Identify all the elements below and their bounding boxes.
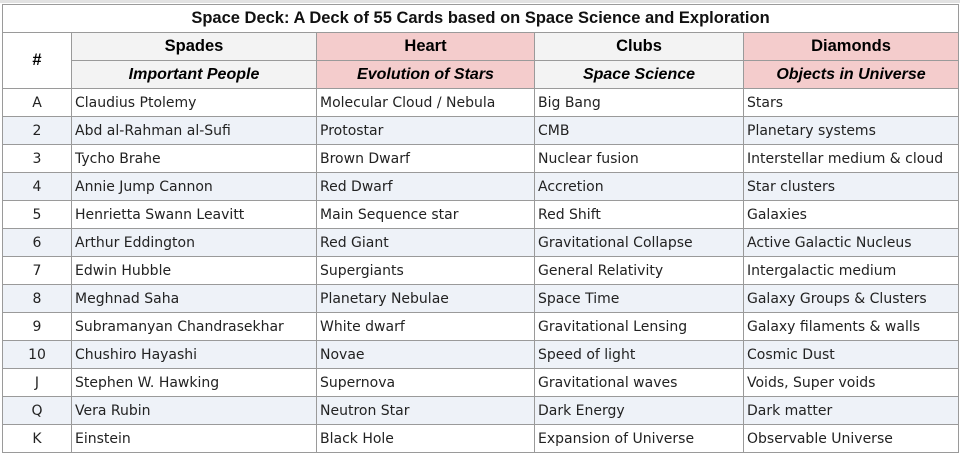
- cell-diamonds[interactable]: Planetary systems: [742, 116, 960, 145]
- suit-header-row: # Spades Heart Clubs Diamonds: [2, 32, 960, 89]
- cell-heart[interactable]: Novae: [316, 340, 535, 369]
- cell-spades[interactable]: Arthur Eddington: [71, 228, 317, 257]
- category-header-spades[interactable]: Important People: [71, 60, 317, 89]
- category-header-row: Important People Evolution of Stars Spac…: [3, 60, 960, 89]
- rank-cell[interactable]: Q: [2, 396, 72, 425]
- rank-cell[interactable]: 8: [2, 284, 72, 313]
- table-row: Q Vera Rubin Neutron Star Dark Energy Dark m…: [2, 396, 960, 425]
- suit-header-spades[interactable]: Spades: [71, 32, 317, 61]
- cell-clubs[interactable]: Gravitational Lensing: [534, 312, 744, 341]
- table-row: 3 Tycho Brahe Brown Dwarf Nuclear fusion Int…: [2, 144, 960, 173]
- cell-spades[interactable]: Abd al-Rahman al-Sufi: [71, 116, 317, 145]
- cell-clubs[interactable]: Expansion of Universe: [534, 424, 744, 453]
- table-row: A Claudius Ptolemy Molecular Cloud / Nebul…: [2, 88, 960, 117]
- rank-cell[interactable]: 3: [2, 144, 72, 173]
- suit-header-heart[interactable]: Heart: [316, 32, 535, 61]
- cell-clubs[interactable]: CMB: [534, 116, 744, 145]
- cell-spades[interactable]: Meghnad Saha: [71, 284, 317, 313]
- table-body: A Claudius Ptolemy Molecular Cloud / Nebul…: [2, 88, 960, 453]
- category-header-diamonds[interactable]: Objects in Universe: [742, 60, 960, 89]
- cell-spades[interactable]: Einstein: [71, 424, 317, 453]
- cell-clubs[interactable]: Big Bang: [534, 88, 744, 117]
- table-row: 7 Edwin Hubble Supergiants General Relativi…: [2, 256, 960, 285]
- table-row: K Einstein Black Hole Expansion of Universe…: [2, 424, 960, 453]
- table-row: 2 Abd al-Rahman al-Sufi Protostar CMB Planet…: [2, 116, 960, 145]
- table-title[interactable]: Space Deck: A Deck of 55 Cards based on …: [1, 4, 960, 33]
- cell-spades[interactable]: Edwin Hubble: [71, 256, 317, 285]
- cell-diamonds[interactable]: Galaxy filaments & walls: [742, 312, 960, 341]
- cell-heart[interactable]: Planetary Nebulae: [316, 284, 535, 313]
- cell-diamonds[interactable]: Interstellar medium & cloud: [742, 144, 960, 173]
- cell-heart[interactable]: Brown Dwarf: [316, 144, 535, 173]
- cell-diamonds[interactable]: Active Galactic Nucleus: [742, 228, 960, 257]
- cell-diamonds[interactable]: Dark matter: [742, 396, 960, 425]
- cell-heart[interactable]: Molecular Cloud / Nebula: [316, 88, 535, 117]
- cell-spades[interactable]: Annie Jump Cannon: [71, 172, 317, 201]
- cell-diamonds[interactable]: Cosmic Dust: [742, 340, 960, 369]
- cell-diamonds[interactable]: Galaxy Groups & Clusters: [742, 284, 960, 313]
- rank-cell[interactable]: A: [2, 88, 72, 117]
- rank-column-header[interactable]: #: [2, 32, 72, 89]
- table-row: 9 Subramanyan Chandrasekhar White dwarf Gra…: [2, 312, 960, 341]
- cell-heart[interactable]: Red Giant: [316, 228, 535, 257]
- cell-spades[interactable]: Vera Rubin: [71, 396, 317, 425]
- rank-cell[interactable]: 10: [2, 340, 72, 369]
- rank-cell[interactable]: 6: [2, 228, 72, 257]
- cell-spades[interactable]: Subramanyan Chandrasekhar: [71, 312, 317, 341]
- table-row: J Stephen W. Hawking Supernova Gravitationa…: [2, 368, 960, 397]
- cell-clubs[interactable]: Red Shift: [534, 200, 744, 229]
- cell-spades[interactable]: Chushiro Hayashi: [71, 340, 317, 369]
- rank-cell[interactable]: 4: [2, 172, 72, 201]
- cell-spades[interactable]: Claudius Ptolemy: [71, 88, 317, 117]
- table-row: 5 Henrietta Swann Leavitt Main Sequence st…: [2, 200, 960, 229]
- cell-heart[interactable]: Neutron Star: [316, 396, 535, 425]
- cell-clubs[interactable]: Speed of light: [534, 340, 744, 369]
- table-row: 8 Meghnad Saha Planetary Nebulae Space Time…: [2, 284, 960, 313]
- cell-spades[interactable]: Tycho Brahe: [71, 144, 317, 173]
- rank-cell[interactable]: 5: [2, 200, 72, 229]
- cell-heart[interactable]: Main Sequence star: [316, 200, 535, 229]
- cell-diamonds[interactable]: Stars: [742, 88, 960, 117]
- suit-header-diamonds[interactable]: Diamonds: [742, 32, 960, 61]
- cell-heart[interactable]: Red Dwarf: [316, 172, 535, 201]
- cell-spades[interactable]: Stephen W. Hawking: [71, 368, 317, 397]
- rank-cell[interactable]: K: [2, 424, 72, 453]
- cell-clubs[interactable]: Space Time: [534, 284, 744, 313]
- cell-clubs[interactable]: General Relativity: [534, 256, 744, 285]
- cell-diamonds[interactable]: Intergalactic medium: [742, 256, 960, 285]
- title-row: Space Deck: A Deck of 55 Cards based on …: [1, 4, 960, 33]
- cell-heart[interactable]: Supergiants: [316, 256, 535, 285]
- cell-clubs[interactable]: Gravitational Collapse: [534, 228, 744, 257]
- cell-diamonds[interactable]: Observable Universe: [742, 424, 960, 453]
- rank-cell[interactable]: J: [2, 368, 72, 397]
- cell-diamonds[interactable]: Star clusters: [742, 172, 960, 201]
- rank-cell[interactable]: 2: [2, 116, 72, 145]
- cell-clubs[interactable]: Accretion: [534, 172, 744, 201]
- space-deck-table: Space Deck: A Deck of 55 Cards based on …: [1, 4, 960, 453]
- cell-diamonds[interactable]: Voids, Super voids: [742, 368, 960, 397]
- cell-heart[interactable]: Protostar: [316, 116, 535, 145]
- rank-cell[interactable]: 9: [2, 312, 72, 341]
- cell-heart[interactable]: Black Hole: [316, 424, 535, 453]
- cell-spades[interactable]: Henrietta Swann Leavitt: [71, 200, 317, 229]
- cell-clubs[interactable]: Gravitational waves: [534, 368, 744, 397]
- top-grid-edge: [0, 0, 960, 3]
- table-row: 4 Annie Jump Cannon Red Dwarf Accretion Star…: [2, 172, 960, 201]
- category-header-heart[interactable]: Evolution of Stars: [316, 60, 535, 89]
- table-row: 6 Arthur Eddington Red Giant Gravitational …: [2, 228, 960, 257]
- rank-cell[interactable]: 7: [2, 256, 72, 285]
- cell-clubs[interactable]: Nuclear fusion: [534, 144, 744, 173]
- cell-heart[interactable]: White dwarf: [316, 312, 535, 341]
- suit-header-clubs[interactable]: Clubs: [534, 32, 744, 61]
- category-header-clubs[interactable]: Space Science: [534, 60, 744, 89]
- cell-clubs[interactable]: Dark Energy: [534, 396, 744, 425]
- table-row: 10 Chushiro Hayashi Novae Speed of light Cos…: [2, 340, 960, 369]
- cell-diamonds[interactable]: Galaxies: [742, 200, 960, 229]
- cell-heart[interactable]: Supernova: [316, 368, 535, 397]
